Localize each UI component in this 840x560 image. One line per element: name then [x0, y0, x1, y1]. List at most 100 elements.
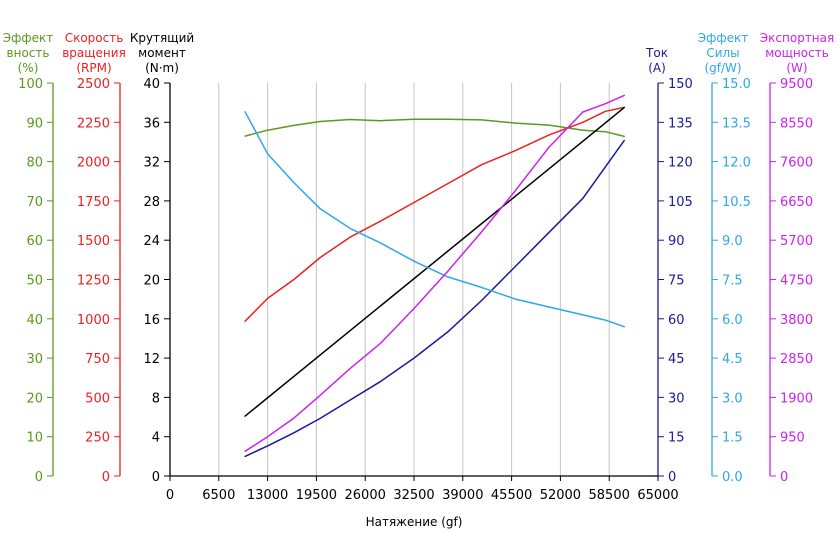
current-tick-label: 150 — [668, 77, 693, 92]
x-axis-label: Натяжение (gf) — [366, 515, 463, 529]
efficiency-axis-title: Эффект — [3, 31, 54, 45]
current-axis-title: Ток — [645, 46, 668, 60]
efficiency-tick-label: 80 — [26, 156, 43, 171]
efficiency-axis-title: вность — [7, 46, 50, 60]
torque-tick-label: 12 — [143, 352, 160, 367]
force_efficiency-axis: 0.0 1.5 3.0 4.5 6.0 7.5 9.0 10.5 12.0 13.5 15.0 Эфф… — [698, 31, 751, 485]
export_power-tick-label: 1900 — [780, 391, 813, 406]
export_power-tick-label: 5700 — [780, 234, 813, 249]
rpm-tick-label: 2000 — [77, 156, 110, 171]
current-axis-title: (A) — [648, 61, 666, 75]
torque-tick-label: 4 — [152, 431, 160, 446]
rpm-tick-label: 1250 — [77, 274, 110, 289]
current-tick-label: 30 — [668, 391, 685, 406]
current-tick-label: 0 — [668, 470, 676, 485]
export_power-tick-label: 2850 — [780, 352, 813, 367]
x-tick-label: 19500 — [296, 488, 337, 503]
torque-axis-title: Крутящий — [130, 31, 194, 45]
export_power-series-line — [244, 94, 625, 452]
efficiency-tick-label: 0 — [35, 470, 43, 485]
force_efficiency-axis-title: Эффект — [698, 31, 749, 45]
rpm-tick-label: 1750 — [77, 195, 110, 210]
x-tick-label: 0 — [166, 488, 174, 503]
efficiency-tick-label: 60 — [26, 234, 43, 249]
rpm-series-line — [244, 106, 625, 322]
force_efficiency-tick-label: 4.5 — [722, 352, 743, 367]
export_power-axis-title: мощность — [765, 46, 829, 60]
rpm-tick-label: 1000 — [77, 313, 110, 328]
force_efficiency-tick-label: 15.0 — [722, 77, 751, 92]
rpm-tick-label: 500 — [85, 391, 110, 406]
export_power-tick-label: 3800 — [780, 313, 813, 328]
rpm-tick-label: 250 — [85, 431, 110, 446]
efficiency-axis-title: (%) — [18, 61, 39, 75]
force_efficiency-tick-label: 3.0 — [722, 391, 743, 406]
x-tick-label: 32500 — [393, 488, 434, 503]
force_efficiency-tick-label: 0.0 — [722, 470, 743, 485]
export_power-tick-label: 7600 — [780, 156, 813, 171]
x-tick-label: 13000 — [247, 488, 288, 503]
efficiency-tick-label: 40 — [26, 313, 43, 328]
torque-tick-label: 24 — [143, 234, 160, 249]
torque-tick-label: 32 — [143, 156, 160, 171]
current-tick-label: 105 — [668, 195, 693, 210]
x-axis: 0 6500 13000 19500 26000 32500 39000 45500 52000… — [166, 475, 679, 503]
force_efficiency-series-line — [244, 111, 625, 328]
force_efficiency-axis-title: Силы — [706, 46, 739, 60]
x-tick-label: 58500 — [589, 488, 630, 503]
rpm-tick-label: 1500 — [77, 234, 110, 249]
rpm-axis-title: Скорость — [65, 31, 124, 45]
export_power-tick-label: 4750 — [780, 274, 813, 289]
export_power-tick-label: 0 — [780, 470, 788, 485]
force_efficiency-tick-label: 10.5 — [722, 195, 751, 210]
rpm-axis-title: вращения — [62, 46, 126, 60]
current-tick-label: 60 — [668, 313, 685, 328]
export_power-axis-title: Экспортная — [760, 31, 834, 45]
x-tick-label: 6500 — [202, 488, 235, 503]
torque-tick-label: 36 — [143, 116, 160, 131]
current-tick-label: 90 — [668, 234, 685, 249]
torque-axis-title: (N·m) — [145, 61, 179, 75]
force_efficiency-axis-title: (gf/W) — [704, 61, 741, 75]
force_efficiency-tick-label: 7.5 — [722, 274, 743, 289]
current-tick-label: 15 — [668, 431, 685, 446]
torque-tick-label: 16 — [143, 313, 160, 328]
export_power-axis: 0 950 1900 2850 3800 4750 5700 6650 7600 8550 9500… — [760, 31, 834, 485]
export_power-tick-label: 9500 — [780, 77, 813, 92]
force_efficiency-tick-label: 13.5 — [722, 116, 751, 131]
torque-series-line — [244, 106, 625, 417]
efficiency-tick-label: 90 — [26, 116, 43, 131]
x-tick-label: 26000 — [345, 488, 386, 503]
y-axes: 0102030405060708090100Эффектвность(%)025… — [3, 31, 834, 485]
efficiency-series-line — [244, 118, 625, 138]
x-tick-label: 39000 — [442, 488, 483, 503]
torque-axis-title: момент — [138, 46, 186, 60]
rpm-tick-label: 2250 — [77, 116, 110, 131]
current-tick-label: 120 — [668, 156, 693, 171]
efficiency-tick-label: 50 — [26, 274, 43, 289]
x-tick-label: 52000 — [540, 488, 581, 503]
export_power-tick-label: 6650 — [780, 195, 813, 210]
force_efficiency-tick-label: 1.5 — [722, 431, 743, 446]
export_power-tick-label: 950 — [780, 431, 805, 446]
export_power-axis-title: (W) — [786, 61, 807, 75]
export_power-tick-label: 8550 — [780, 116, 813, 131]
x-tick-label: 45500 — [491, 488, 532, 503]
torque-tick-label: 0 — [152, 470, 160, 485]
force_efficiency-tick-label: 12.0 — [722, 156, 751, 171]
torque-tick-label: 28 — [143, 195, 160, 210]
current-tick-label: 135 — [668, 116, 693, 131]
current-series-line — [244, 139, 625, 458]
efficiency-tick-label: 70 — [26, 195, 43, 210]
rpm-tick-label: 2500 — [77, 77, 110, 92]
current-tick-label: 75 — [668, 274, 685, 289]
torque-tick-label: 8 — [152, 391, 160, 406]
force_efficiency-tick-label: 9.0 — [722, 234, 743, 249]
rpm-axis: 0 250 500 750 1000 1250 1500 1750 2000 2250 2500 Ск… — [62, 31, 126, 485]
efficiency-tick-label: 20 — [26, 391, 43, 406]
series-lines — [244, 94, 625, 458]
torque-tick-label: 20 — [143, 274, 160, 289]
